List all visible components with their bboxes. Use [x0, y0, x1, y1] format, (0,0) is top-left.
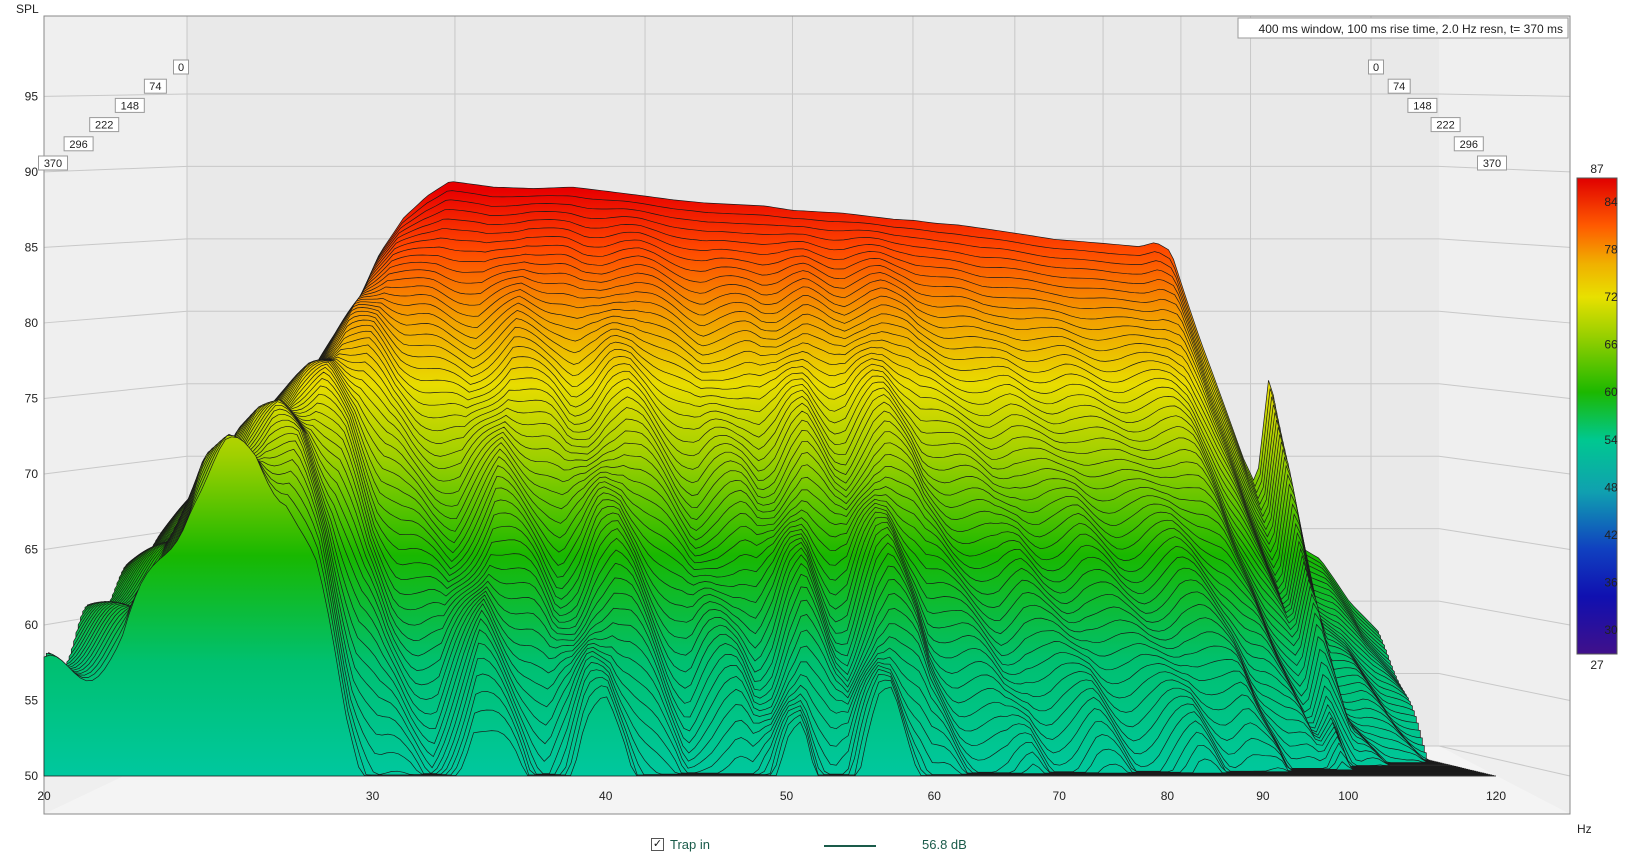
svg-text:370: 370 — [1483, 158, 1501, 170]
colorbar-tick-label: 60 — [1604, 385, 1618, 399]
svg-text:74: 74 — [149, 81, 161, 93]
y-tick-label: 65 — [25, 542, 39, 556]
grid-line-left-wall — [43, 165, 188, 173]
x-tick-label: 80 — [1161, 789, 1175, 803]
grid-line-right-wall — [1438, 455, 1571, 475]
y-tick-label: 50 — [25, 769, 39, 783]
y-tick-label: 55 — [25, 693, 39, 707]
colorbar-tick-label: 84 — [1604, 195, 1618, 209]
y-tick-label: 70 — [25, 467, 39, 481]
y-tick-label: 90 — [25, 165, 39, 179]
svg-text:370: 370 — [44, 158, 62, 170]
grid-line-right-wall — [1438, 673, 1571, 701]
grid-line-right-wall — [1438, 745, 1571, 777]
x-tick-label: 40 — [599, 789, 613, 803]
time-label-right: 74 — [1387, 78, 1411, 94]
time-label-right: 296 — [1453, 136, 1484, 152]
time-label-right: 0 — [1368, 59, 1384, 75]
colorbar-tick-label: 54 — [1604, 433, 1618, 447]
colorbar-ticks: 84 78 72 66 60 54 48 42 36 30 — [1604, 195, 1618, 637]
colorbar-tick-label: 30 — [1604, 623, 1618, 637]
svg-text:222: 222 — [95, 120, 113, 132]
grid-line-right-wall — [1438, 383, 1571, 399]
colorbar-tick-label: 66 — [1604, 338, 1618, 352]
colorbar-min-label: 27 — [1590, 658, 1604, 672]
y-tick-label: 85 — [25, 240, 39, 254]
grid-line-right-wall — [1438, 528, 1571, 550]
grid-line-right-wall — [1438, 238, 1571, 248]
x-tick-label: 50 — [780, 789, 794, 803]
y-axis-ticks: 50 55 60 65 70 75 80 85 90 95 — [25, 89, 39, 783]
time-label-right: 370 — [1477, 155, 1507, 171]
colorbar-tick-label: 78 — [1604, 242, 1618, 256]
x-tick-label: 100 — [1338, 789, 1358, 803]
right-wall — [1439, 16, 1570, 814]
grid-line-right-wall — [1438, 600, 1571, 626]
time-label-left: 222 — [89, 117, 120, 133]
colorbar-tick-label: 36 — [1604, 576, 1618, 590]
annotation-box: 400 ms window, 100 ms rise time, 2.0 Hz … — [1237, 17, 1569, 39]
x-tick-label: 60 — [928, 789, 942, 803]
waterfall-surface — [43, 181, 1496, 777]
legend-line-swatch — [824, 845, 876, 847]
time-label-left: 0 — [173, 59, 189, 75]
grid-line-left-wall — [43, 383, 188, 399]
svg-text:0: 0 — [178, 62, 184, 74]
svg-text:296: 296 — [69, 139, 87, 151]
legend-label[interactable]: Trap in — [670, 837, 710, 852]
svg-text:0: 0 — [1373, 62, 1379, 74]
grid-line-left-wall — [43, 455, 188, 475]
x-tick-label: 70 — [1053, 789, 1067, 803]
annotation-text: 400 ms window, 100 ms rise time, 2.0 Hz … — [1259, 22, 1563, 36]
time-label-right: 222 — [1430, 117, 1461, 133]
time-label-left: 148 — [114, 97, 145, 113]
grid-line-right-wall — [1438, 93, 1571, 97]
time-label-left: 74 — [143, 78, 167, 94]
plot-border — [43, 15, 1571, 815]
legend: ✓ Trap in 56.8 dB — [0, 836, 1633, 858]
waterfall-chart: 50 55 60 65 70 75 80 85 90 95 20 30 40 50 60 70 80 90 100… — [16, 2, 1618, 836]
colorbar-tick-label: 72 — [1604, 290, 1618, 304]
legend-value: 56.8 dB — [922, 837, 967, 852]
x-tick-label: 20 — [37, 789, 51, 803]
waterfall-slice — [43, 436, 1496, 777]
colorbar-gradient — [1576, 177, 1618, 655]
waterfall-slice — [73, 401, 1471, 771]
grid-line-left-wall — [43, 238, 188, 248]
svg-text:74: 74 — [1393, 81, 1405, 93]
y-axis-label: SPL — [16, 2, 39, 16]
grid-line-right-wall — [1438, 310, 1571, 324]
y-tick-label: 95 — [25, 89, 39, 103]
svg-text:148: 148 — [121, 100, 139, 112]
legend-checkbox[interactable]: ✓ — [651, 838, 664, 851]
x-tick-label: 30 — [366, 789, 380, 803]
time-axis-labels: 0 0 74 74 148 148 222 222 296 296 370 370 — [38, 59, 1507, 171]
colorbar-tick-label: 42 — [1604, 528, 1618, 542]
svg-text:148: 148 — [1413, 100, 1431, 112]
x-tick-label: 120 — [1486, 789, 1506, 803]
grid-line-left-wall — [43, 93, 188, 97]
colorbar: 87 27 84 78 72 66 60 54 48 42 36 30 — [1576, 162, 1618, 672]
time-label-left: 370 — [38, 155, 68, 171]
svg-text:222: 222 — [1436, 120, 1454, 132]
colorbar-max-label: 87 — [1590, 162, 1604, 176]
y-tick-label: 80 — [25, 316, 39, 330]
grid-line-left-wall — [43, 310, 188, 324]
time-label-right: 148 — [1407, 97, 1438, 113]
x-axis-ticks: 20 30 40 50 60 70 80 90 100 120 — [37, 789, 1506, 803]
time-label-left: 296 — [63, 136, 94, 152]
colorbar-tick-label: 48 — [1604, 480, 1618, 494]
y-tick-label: 75 — [25, 391, 39, 405]
y-tick-label: 60 — [25, 618, 39, 632]
x-tick-label: 90 — [1256, 789, 1270, 803]
svg-text:296: 296 — [1460, 139, 1478, 151]
x-axis-unit: Hz — [1577, 822, 1592, 836]
